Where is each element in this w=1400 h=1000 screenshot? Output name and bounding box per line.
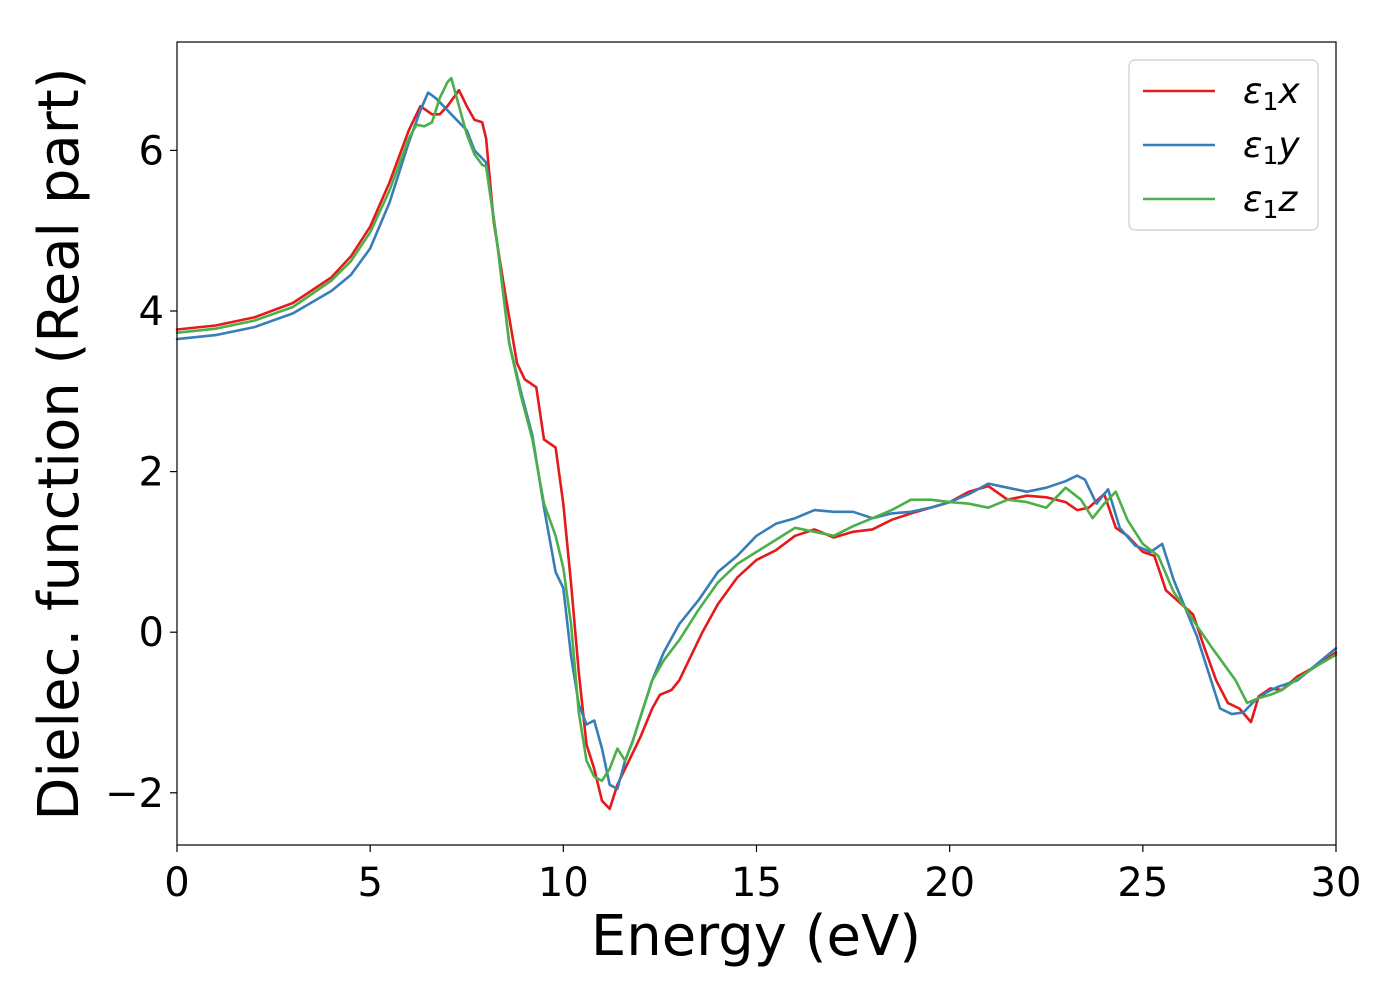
legend-box (1128, 59, 1319, 231)
x-tick-label: 0 (164, 860, 189, 906)
series-line-1 (175, 88, 1338, 811)
y-tick-label: 2 (139, 450, 164, 496)
x-tick-label: 5 (357, 860, 382, 906)
x-tick-label: 30 (1311, 860, 1362, 906)
series-line-2 (175, 91, 1338, 791)
legend-label-3: ε1z (1243, 179, 1298, 224)
series-layer (175, 76, 1338, 811)
x-axis: 0 5 10 15 20 25 30 (164, 845, 1361, 906)
x-tick-label: 25 (1117, 860, 1168, 906)
series-line-3 (175, 76, 1338, 783)
legend-label-2: ε1y (1243, 125, 1300, 170)
x-axis-title: Energy (eV) (591, 904, 921, 969)
y-axis-title: Dielec. function (Real part) (27, 67, 92, 820)
y-tick-label: 0 (139, 610, 164, 656)
y-tick-label: 4 (139, 289, 164, 335)
y-tick-label: 6 (139, 128, 164, 174)
y-axis: −2 0 2 4 6 (105, 128, 177, 817)
legend-label-1: ε1x (1243, 71, 1300, 116)
y-tick-label: −2 (105, 771, 164, 817)
x-tick-label: 10 (538, 860, 589, 906)
legend: ε1x ε1y ε1z (1128, 59, 1319, 231)
x-tick-label: 15 (731, 860, 782, 906)
x-tick-label: 20 (924, 860, 975, 906)
